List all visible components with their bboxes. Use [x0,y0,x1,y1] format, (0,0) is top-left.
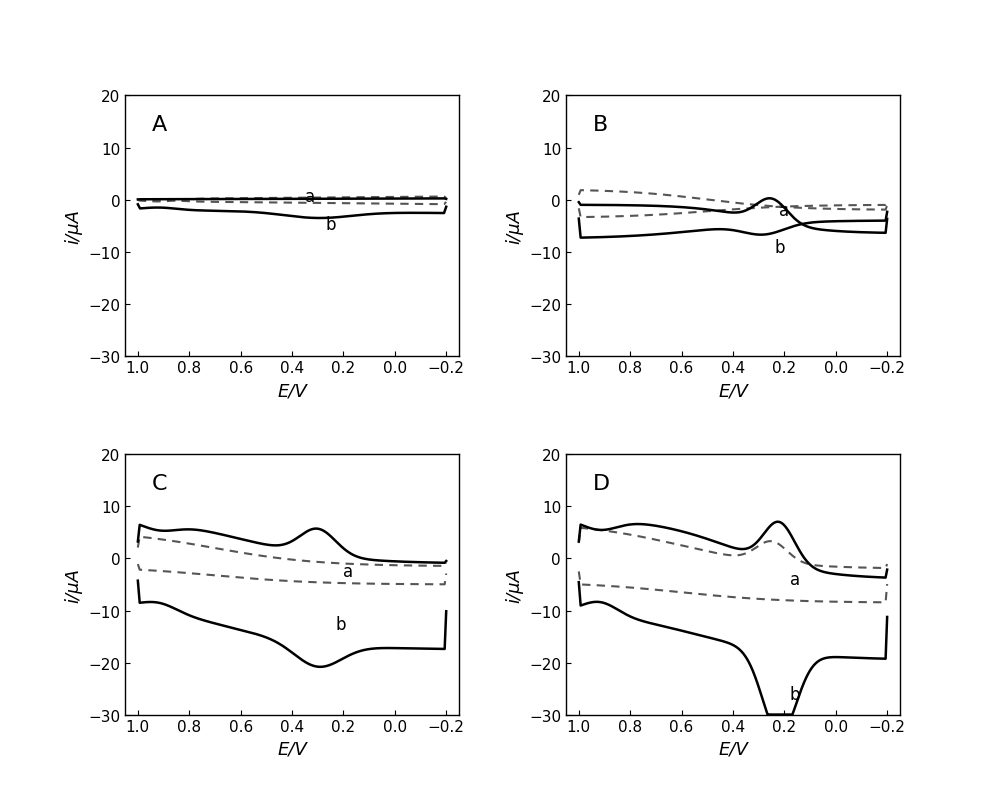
Text: a: a [305,188,315,206]
Text: D: D [593,473,610,493]
Text: b: b [325,216,336,234]
Y-axis label: i/μA: i/μA [64,209,82,244]
Y-axis label: i/μA: i/μA [64,567,82,602]
Text: C: C [152,473,167,493]
Text: a: a [790,571,800,589]
Text: B: B [593,115,608,135]
X-axis label: E/V: E/V [718,740,748,758]
Text: a: a [343,563,354,581]
Text: b: b [774,239,785,257]
Text: b: b [790,685,800,703]
Text: b: b [336,615,346,633]
Text: A: A [152,115,167,135]
Y-axis label: i/μA: i/μA [505,209,523,244]
Text: a: a [779,202,789,220]
X-axis label: E/V: E/V [277,740,307,758]
X-axis label: E/V: E/V [718,381,748,400]
Y-axis label: i/μA: i/μA [505,567,523,602]
X-axis label: E/V: E/V [277,381,307,400]
